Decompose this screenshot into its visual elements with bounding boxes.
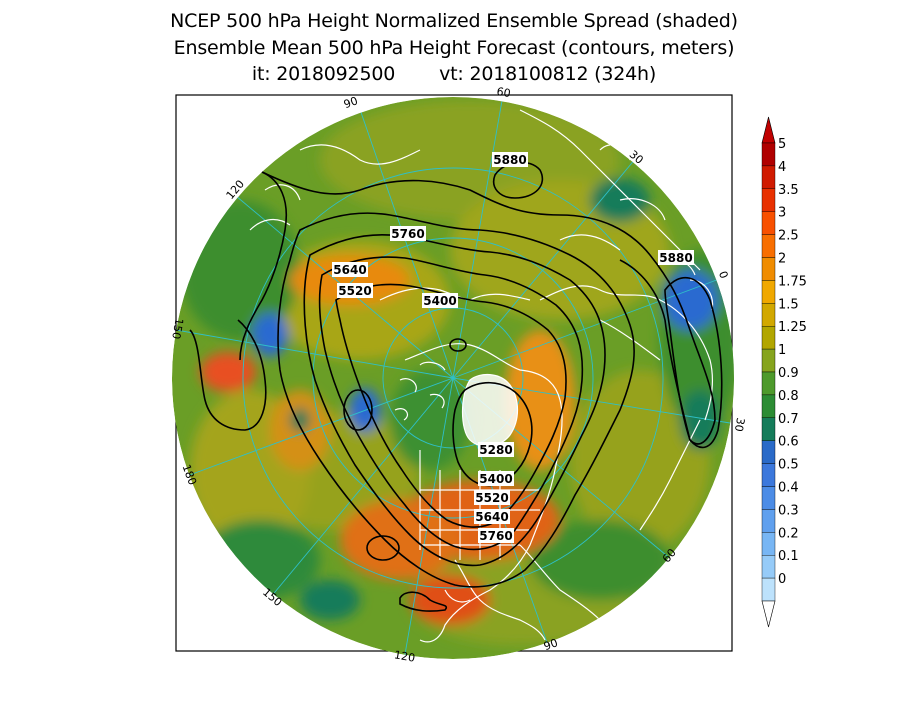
colorbar-swatch bbox=[761, 440, 776, 464]
contour-labels: 5880 5760 5880 5640 5520 5400 5280 5400 … bbox=[332, 152, 694, 543]
init-time: it: 2018092500 bbox=[251, 63, 396, 85]
colorbar-label: 5 bbox=[778, 137, 786, 152]
colorbar-swatch bbox=[761, 486, 776, 510]
colorbar-label: 0.4 bbox=[778, 481, 799, 496]
colorbar-swatch bbox=[761, 463, 776, 487]
colorbar-swatch bbox=[761, 326, 776, 350]
colorbar-label: 1.5 bbox=[778, 297, 799, 312]
contour-label: 5880 bbox=[493, 153, 526, 167]
lon-label: 30 bbox=[732, 417, 747, 433]
contour-label: 5280 bbox=[479, 443, 512, 457]
colorbar-swatch bbox=[761, 417, 776, 441]
colorbar-label: 0.1 bbox=[778, 549, 799, 564]
colorbar-bottom-arrow bbox=[761, 600, 776, 628]
colorbar-swatch bbox=[761, 257, 776, 281]
lon-label: 120 bbox=[393, 648, 416, 664]
colorbar-label: 0.5 bbox=[778, 458, 799, 473]
lon-label: 90 bbox=[342, 94, 360, 111]
colorbar-swatch bbox=[761, 509, 776, 533]
colorbar-swatch bbox=[761, 577, 776, 602]
colorbar-label: 2 bbox=[778, 252, 786, 267]
colorbar-top-arrow bbox=[761, 116, 776, 144]
colorbar-swatch bbox=[761, 555, 776, 579]
contour-label: 5520 bbox=[338, 284, 371, 298]
spread-shading bbox=[172, 97, 734, 659]
title-line-2: Ensemble Mean 500 hPa Height Forecast (c… bbox=[173, 37, 735, 59]
colorbar-label: 0.2 bbox=[778, 526, 799, 541]
contour-label: 5760 bbox=[479, 529, 512, 543]
colorbar-label: 4 bbox=[778, 160, 786, 175]
lon-label: 60 bbox=[496, 85, 512, 100]
colorbar-swatch bbox=[761, 188, 776, 212]
colorbar-label: 0.6 bbox=[778, 435, 799, 450]
colorbar-label: 0 bbox=[778, 572, 786, 587]
colorbar-label: 1.25 bbox=[778, 320, 807, 335]
colorbar-label: 0.3 bbox=[778, 503, 799, 518]
colorbar-label: 0.9 bbox=[778, 366, 799, 381]
colorbar-swatch bbox=[761, 532, 776, 556]
contour-label: 5760 bbox=[391, 227, 424, 241]
colorbar-swatch bbox=[761, 142, 776, 167]
lon-label: 150 bbox=[169, 317, 185, 340]
coastlines bbox=[249, 109, 714, 643]
title-line-1: NCEP 500 hPa Height Normalized Ensemble … bbox=[170, 10, 738, 32]
contour-label: 5400 bbox=[423, 294, 456, 308]
colorbar-swatch bbox=[761, 348, 776, 373]
valid-time: vt: 2018100812 (324h) bbox=[439, 63, 657, 85]
contour-label: 5400 bbox=[479, 472, 512, 486]
colorbar-label: 1 bbox=[778, 343, 786, 358]
height-contours bbox=[189, 161, 723, 612]
contour-label: 5640 bbox=[475, 510, 508, 524]
colorbar-swatch bbox=[761, 394, 776, 418]
colorbar-swatch bbox=[761, 371, 776, 396]
lon-label: 90 bbox=[542, 636, 560, 653]
colorbar-swatch bbox=[761, 303, 776, 327]
contour-label: 5520 bbox=[475, 491, 508, 505]
colorbar-swatch bbox=[761, 165, 776, 189]
title-line-3: it: 2018092500 vt: 2018100812 (324h) bbox=[0, 63, 908, 85]
colorbar-swatch bbox=[761, 280, 776, 304]
colorbar-label: 3 bbox=[778, 206, 786, 221]
lon-label: 0 bbox=[716, 269, 731, 280]
colorbar-label: 0.8 bbox=[778, 389, 799, 404]
colorbar-swatch bbox=[761, 234, 776, 258]
colorbar-label: 2.5 bbox=[778, 229, 799, 244]
colorbar: 5 4 3.5 3 2.5 2 1.75 1.5 1.25 1 0.9 0.8 0.7 0.6 0.5 0.4… bbox=[761, 116, 807, 628]
contour-label: 5640 bbox=[333, 263, 366, 277]
colorbar-label: 1.75 bbox=[778, 274, 807, 289]
colorbar-swatch bbox=[761, 211, 776, 235]
colorbar-label: 0.7 bbox=[778, 412, 799, 427]
contour-label: 5880 bbox=[659, 251, 692, 265]
colorbar-label: 3.5 bbox=[778, 183, 799, 198]
